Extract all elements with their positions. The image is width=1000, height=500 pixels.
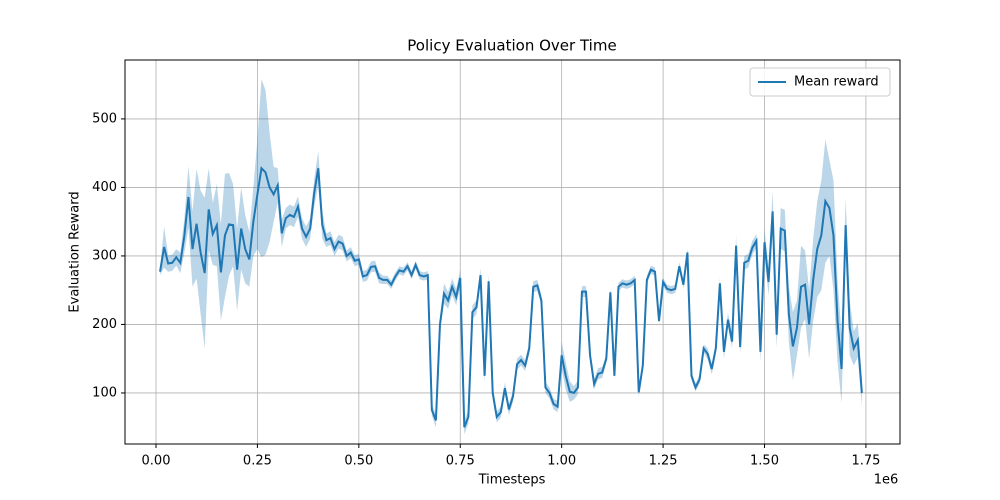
x-tick-label: 0.75 <box>446 454 475 469</box>
mean-line <box>159 166 863 428</box>
y-tick-label: 300 <box>92 248 117 263</box>
x-tick-label: 1.75 <box>851 454 880 469</box>
x-axis-label: Timesteps <box>478 473 546 488</box>
x-tick-label: 0.50 <box>344 454 373 469</box>
legend-box <box>749 67 891 97</box>
legend-label: Mean reward <box>794 75 879 90</box>
x-tick-label: 1.50 <box>750 454 779 469</box>
y-axis-label: Evaluation Reward <box>68 191 83 312</box>
y-tick-label: 500 <box>92 111 117 126</box>
y-tick-label: 100 <box>92 385 117 400</box>
x-tick-label: 1.25 <box>649 454 678 469</box>
chart-title: Policy Evaluation Over Time <box>407 37 616 55</box>
plot-frame <box>124 59 901 445</box>
x-tick-label: 0.25 <box>243 454 272 469</box>
x-tick-label: 1.00 <box>547 454 576 469</box>
x-offset-label: 1e6 <box>874 473 899 488</box>
x-tick-label: 0.00 <box>142 454 171 469</box>
y-tick-label: 200 <box>92 317 117 332</box>
y-tick-label: 400 <box>92 180 117 195</box>
